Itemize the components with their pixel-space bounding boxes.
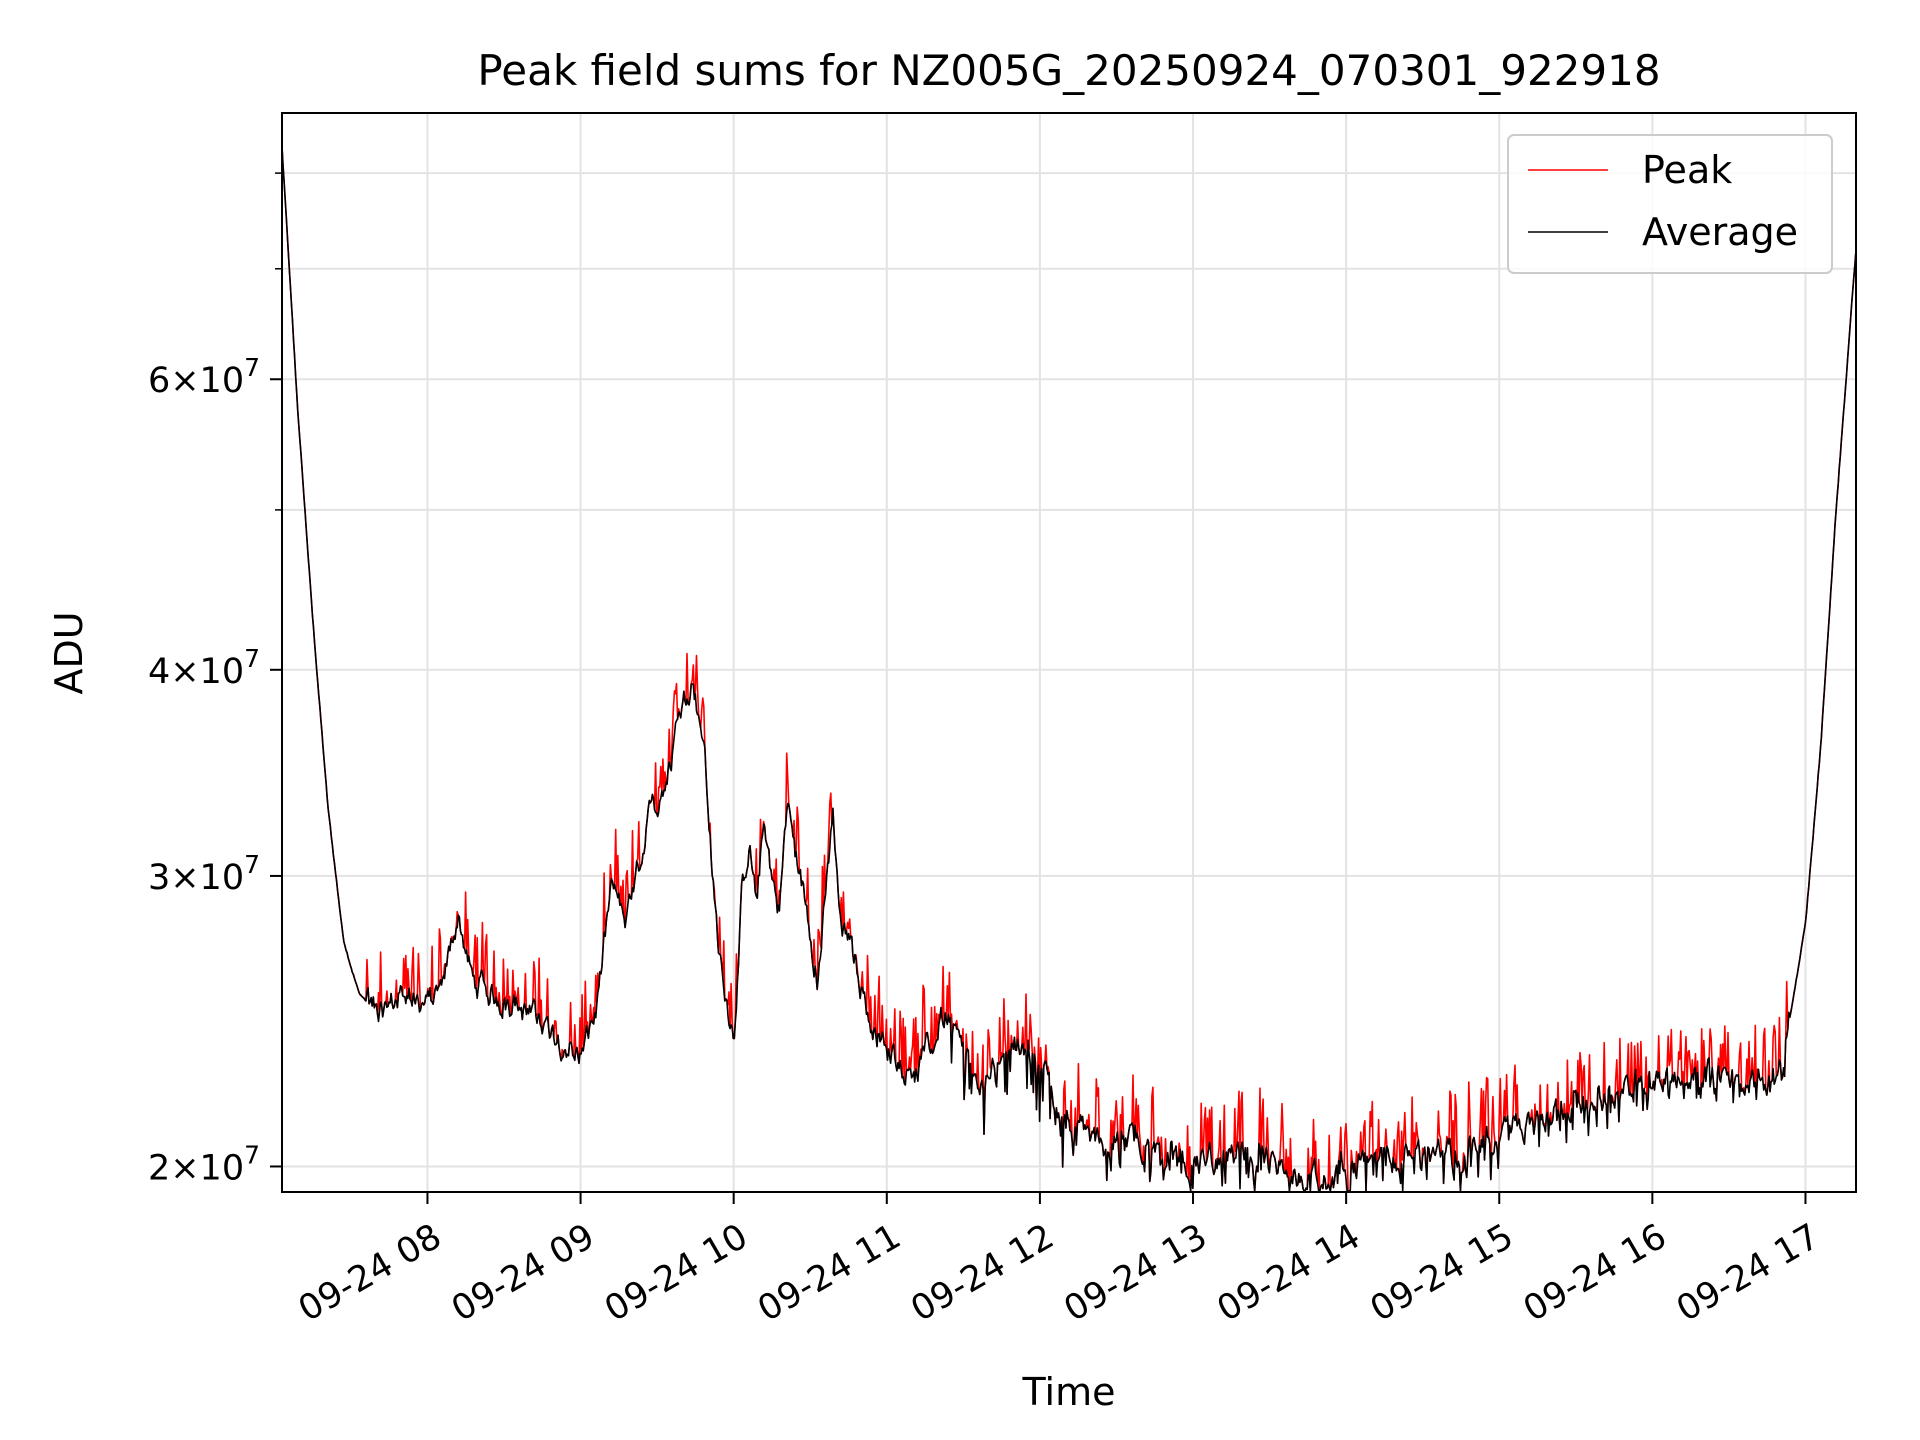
chart-title: Peak field sums for NZ005G_20250924_0703…	[477, 46, 1660, 95]
series-layer	[281, 146, 1857, 1192]
series-line-average	[281, 146, 1857, 1192]
y-tick-base: ×10	[170, 1148, 244, 1188]
y-tick-label: 3×107	[148, 850, 260, 898]
y-tick-label: 4×107	[148, 644, 260, 692]
y-axis-label: ADU	[47, 611, 91, 694]
y-tick-exponent: 7	[244, 850, 260, 879]
y-tick-mantissa: 2	[148, 1148, 170, 1188]
y-tick-exponent: 7	[244, 1140, 260, 1169]
legend: Peak Average	[1507, 134, 1833, 274]
legend-label-average: Average	[1642, 210, 1798, 254]
grid	[282, 113, 1856, 1192]
y-tick-base: ×10	[170, 361, 244, 401]
y-tick-mantissa: 6	[148, 361, 170, 401]
plot-frame	[281, 112, 1857, 1193]
y-tick-mantissa: 4	[148, 652, 170, 692]
x-axis-label: Time	[1022, 1370, 1116, 1414]
y-tick-label: 6×107	[148, 353, 260, 401]
y-tick-mantissa: 3	[148, 858, 170, 898]
legend-label-peak: Peak	[1642, 148, 1732, 192]
y-tick-exponent: 7	[244, 353, 260, 382]
y-tick-base: ×10	[170, 858, 244, 898]
y-tick-base: ×10	[170, 652, 244, 692]
y-tick-label: 2×107	[148, 1140, 260, 1188]
y-tick-exponent: 7	[244, 644, 260, 673]
